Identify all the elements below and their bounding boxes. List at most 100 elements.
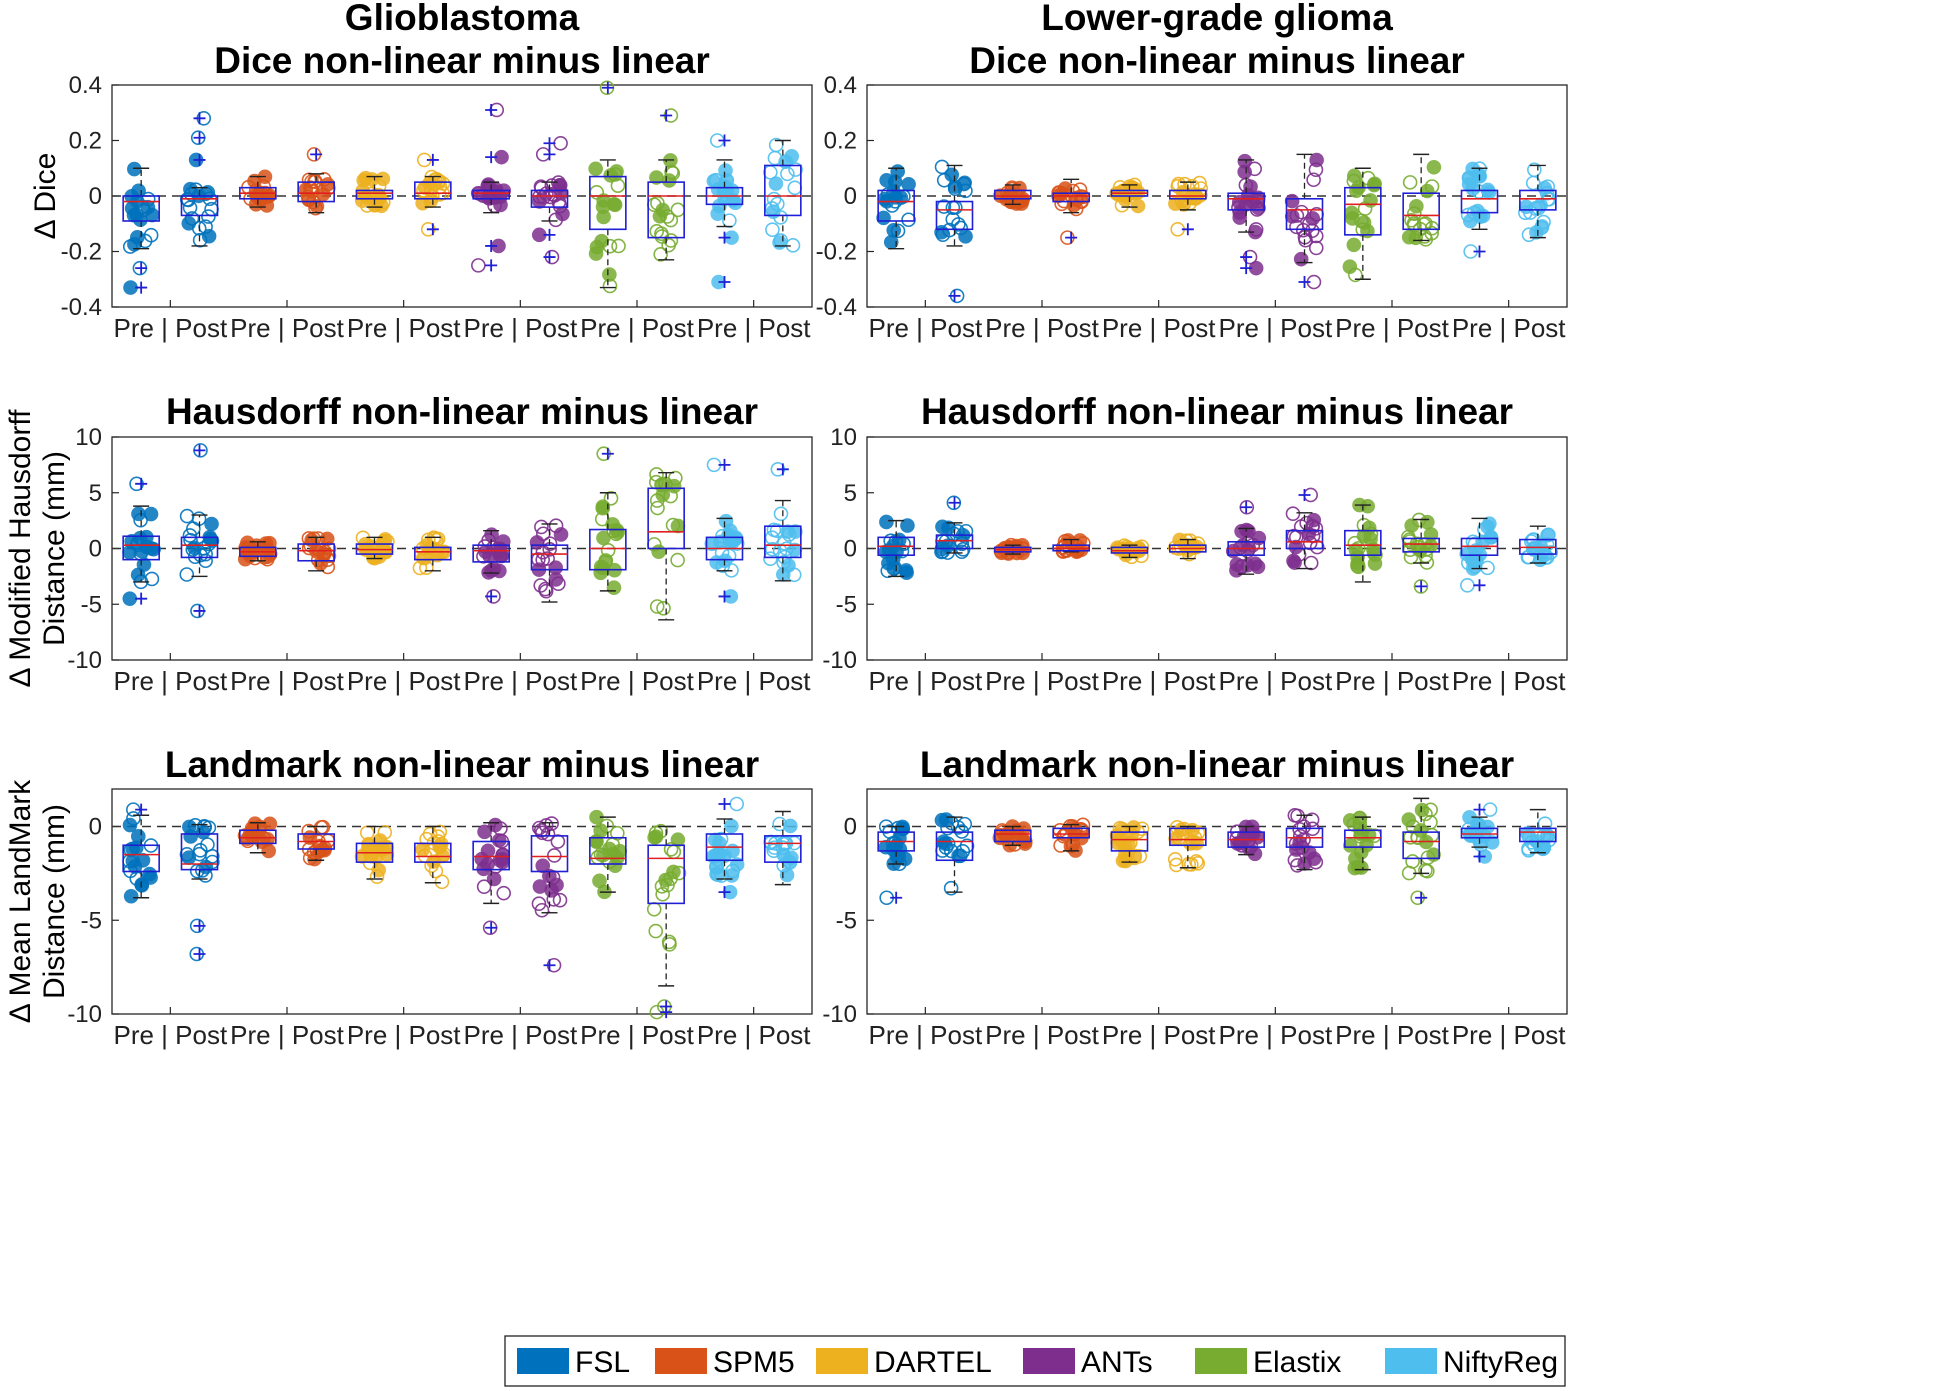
box-iqr xyxy=(180,833,219,871)
data-point xyxy=(480,843,496,859)
data-point xyxy=(953,220,969,236)
data-point xyxy=(480,856,495,872)
x-tick-label: Pre | Post xyxy=(113,666,227,696)
y-tick-label: 0.4 xyxy=(69,72,102,99)
y-tick-label: -5 xyxy=(836,591,857,618)
data-point xyxy=(204,516,219,532)
data-point xyxy=(1067,822,1083,838)
outlier-marker xyxy=(193,604,206,617)
box-post-dartel xyxy=(1167,820,1207,873)
box-pre-fsl xyxy=(876,164,916,250)
x-tick-label: Pre | Post xyxy=(697,666,811,696)
data-point xyxy=(179,508,195,524)
data-point xyxy=(300,189,316,205)
box-post-niftyreg xyxy=(763,810,802,886)
x-tick-label: Pre | Post xyxy=(1102,1020,1216,1050)
data-point xyxy=(954,544,970,560)
box-post-elastix xyxy=(646,823,687,1020)
data-point xyxy=(776,847,791,862)
x-tick-label: Pre | Post xyxy=(347,313,461,343)
data-point xyxy=(306,845,322,860)
y-tick-label: 0 xyxy=(844,536,857,563)
outlier-marker xyxy=(193,112,206,125)
data-point xyxy=(783,818,798,834)
outlier-marker xyxy=(485,590,498,603)
box-pre-fsl xyxy=(122,802,160,904)
box-pre-spm5 xyxy=(239,169,277,213)
data-point xyxy=(205,854,220,870)
data-point xyxy=(1359,837,1374,853)
box-pre-dartel xyxy=(354,825,395,884)
data-point xyxy=(179,847,195,862)
data-point xyxy=(1470,203,1485,219)
data-point xyxy=(142,866,157,882)
box-pre-niftyreg xyxy=(1459,516,1499,593)
data-point xyxy=(655,886,670,902)
box-post-spm5 xyxy=(297,531,337,575)
box-pre-ants xyxy=(470,102,512,273)
box-iqr xyxy=(1052,192,1090,203)
box-iqr xyxy=(530,189,569,208)
box-pre-ants xyxy=(472,527,511,604)
data-point xyxy=(1247,161,1262,177)
outlier-marker xyxy=(426,153,439,166)
y-axis-label: Distance (mm) xyxy=(38,804,71,999)
outlier-marker xyxy=(1240,251,1253,264)
data-point xyxy=(1184,178,1200,194)
data-point xyxy=(1344,205,1359,221)
data-point xyxy=(773,233,789,248)
panel-title: Lower-grade glioma xyxy=(1041,0,1393,38)
box-iqr xyxy=(1227,192,1265,211)
y-tick-label: -10 xyxy=(822,647,857,674)
data-point xyxy=(1293,251,1309,267)
data-point xyxy=(1068,201,1084,217)
box-iqr xyxy=(355,189,394,200)
data-point xyxy=(471,258,486,273)
data-point xyxy=(887,174,903,190)
box-iqr xyxy=(472,189,510,200)
data-point xyxy=(1360,498,1375,514)
data-point xyxy=(1342,838,1358,853)
y-tick-label: 0.2 xyxy=(69,128,102,155)
box-iqr xyxy=(122,195,160,222)
box-pre-spm5 xyxy=(237,816,278,859)
data-point xyxy=(950,524,965,539)
panel-title: Dice non-linear minus linear xyxy=(214,40,710,81)
y-tick-label: -10 xyxy=(822,1001,857,1028)
data-point xyxy=(724,818,739,834)
data-point xyxy=(1423,802,1438,818)
x-tick-label: Pre | Post xyxy=(580,666,694,696)
box-iqr xyxy=(647,181,685,239)
data-point xyxy=(379,847,395,862)
x-tick-label: Pre | Post xyxy=(1452,1020,1566,1050)
data-point xyxy=(544,883,559,898)
panel-title: Glioblastoma xyxy=(345,0,580,38)
data-point xyxy=(886,561,902,576)
data-point xyxy=(589,239,605,255)
panel-title: Dice non-linear minus linear xyxy=(969,40,1465,81)
box-post-dartel xyxy=(1168,175,1209,237)
data-point xyxy=(763,551,778,567)
legend-swatch-fsl xyxy=(517,1348,569,1374)
outlier-marker xyxy=(1065,231,1078,244)
legend-swatch-elastix xyxy=(1195,1348,1247,1374)
data-point xyxy=(140,199,156,215)
data-point xyxy=(649,493,665,508)
data-point xyxy=(944,167,960,183)
data-point xyxy=(722,532,738,548)
x-tick-label: Pre | Post xyxy=(463,666,577,696)
data-point xyxy=(649,599,665,614)
data-point xyxy=(126,207,142,223)
box-iqr xyxy=(1344,186,1382,236)
box-iqr xyxy=(1052,827,1090,839)
box-iqr xyxy=(1285,529,1324,550)
data-point xyxy=(647,830,662,845)
data-point xyxy=(766,191,782,207)
data-point xyxy=(356,173,371,188)
box-iqr xyxy=(1402,537,1440,553)
data-point xyxy=(529,535,545,550)
data-point xyxy=(773,506,789,522)
data-point xyxy=(1518,205,1533,221)
data-point xyxy=(1467,536,1483,552)
data-point xyxy=(123,888,139,904)
